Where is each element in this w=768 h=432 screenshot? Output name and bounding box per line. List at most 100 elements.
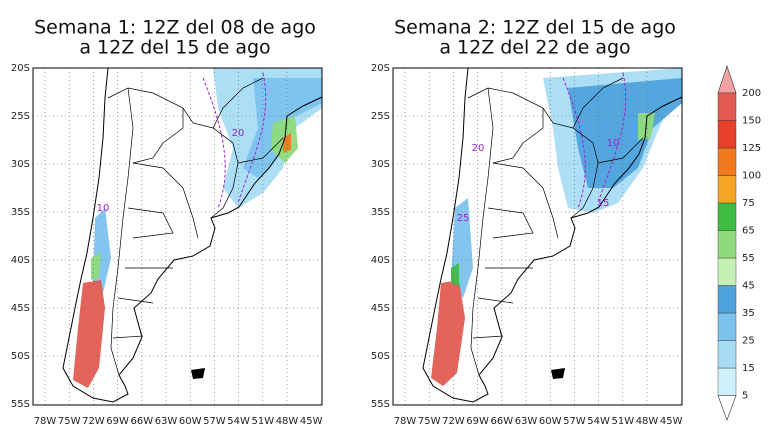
lon-label: 78W: [394, 416, 417, 427]
lon-label: 51W: [611, 416, 634, 427]
map-frame: [32, 67, 323, 406]
lon-label: 69W: [106, 416, 129, 427]
lon-label: 75W: [58, 416, 81, 427]
colorbar-label: 65: [742, 226, 755, 237]
border: [572, 77, 644, 164]
contour-label: 20: [232, 128, 245, 139]
lon-label: 63W: [155, 416, 178, 427]
lat-label: 20S: [371, 63, 390, 74]
lon-label: 72W: [82, 416, 105, 427]
lon-label: 54W: [587, 416, 610, 427]
lat-label: 50S: [11, 351, 30, 362]
colorbar-band: [717, 92, 737, 121]
lon-label: 57W: [203, 416, 226, 427]
lon-label: 63W: [515, 416, 538, 427]
lat-label: 30S: [11, 159, 30, 170]
contour: [562, 72, 627, 209]
coastline: [62, 67, 323, 403]
colorbar-band: [717, 202, 737, 231]
colorbar-band: [717, 120, 737, 149]
contour-label: 25: [457, 213, 470, 224]
lon-label: 66W: [490, 416, 513, 427]
border: [472, 207, 534, 339]
border: [112, 207, 174, 339]
colorbar-label: 15: [742, 363, 755, 374]
colorbar-label: 125: [742, 143, 761, 154]
panel-title: Semana 1: 12Z del 08 de ago: [34, 17, 316, 39]
lat-label: 35S: [371, 207, 390, 218]
falkland-islands: [551, 368, 565, 379]
contour-label: 15: [597, 198, 610, 209]
colorbar-label: 75: [742, 198, 755, 209]
lat-label: 55S: [11, 399, 30, 410]
colorbar-band: [717, 147, 737, 176]
border: [132, 162, 199, 239]
border: [212, 77, 284, 164]
border: [492, 108, 544, 164]
contour: [202, 72, 267, 209]
lat-label: 40S: [371, 255, 390, 266]
panel-title: Semana 2: 12Z del 15 de ago: [394, 17, 676, 39]
lat-label: 40S: [11, 255, 30, 266]
lon-label: 78W: [34, 416, 57, 427]
border: [132, 108, 184, 164]
lat-label: 25S: [371, 111, 390, 122]
colorbar-over: [717, 65, 737, 94]
lon-label: 66W: [130, 416, 153, 427]
coastline: [422, 67, 683, 403]
border: [110, 87, 134, 376]
lon-label: 48W: [636, 416, 659, 427]
colorbar-under: [717, 395, 737, 421]
contour-label: 10: [97, 203, 110, 214]
lat-label: 45S: [11, 303, 30, 314]
lon-label: 60W: [539, 416, 562, 427]
lat-label: 55S: [371, 399, 390, 410]
border: [492, 162, 559, 239]
lat-label: 30S: [371, 159, 390, 170]
map-panel: 20 10 25 15: [392, 67, 683, 406]
lon-label: 60W: [179, 416, 202, 427]
lat-label: 50S: [371, 351, 390, 362]
lon-label: 75W: [418, 416, 441, 427]
colorbar-band: [717, 312, 737, 341]
contour-label: 20: [472, 143, 485, 154]
contour-label: 10: [607, 138, 620, 149]
map-frame: [392, 67, 683, 406]
lon-label: 54W: [227, 416, 250, 427]
lon-label: 45W: [660, 416, 683, 427]
lat-label: 25S: [11, 111, 30, 122]
lon-label: 57W: [563, 416, 586, 427]
colorbar-label: 150: [742, 116, 761, 127]
colorbar-band: [717, 285, 737, 314]
precip-area: [568, 78, 682, 188]
lon-label: 45W: [300, 416, 323, 427]
falkland-islands: [191, 368, 205, 379]
border: [470, 87, 494, 376]
colorbar-label: 200: [742, 88, 761, 99]
lon-label: 72W: [442, 416, 465, 427]
precip-area: [73, 280, 105, 388]
lat-label: 45S: [371, 303, 390, 314]
lon-label: 69W: [466, 416, 489, 427]
panel-title: a 12Z del 15 de ago: [79, 37, 270, 59]
colorbar-label: 45: [742, 281, 755, 292]
colorbar-band: [717, 367, 737, 396]
lat-label: 20S: [11, 63, 30, 74]
precip-area: [431, 280, 465, 386]
colorbar-label: 35: [742, 308, 755, 319]
colorbar-label: 55: [742, 253, 755, 264]
colorbar-band: [717, 257, 737, 286]
colorbar-band: [717, 230, 737, 259]
lon-label: 48W: [276, 416, 299, 427]
colorbar-label: 25: [742, 336, 755, 347]
colorbar-band: [717, 340, 737, 369]
lat-label: 35S: [11, 207, 30, 218]
colorbar-label: 5: [742, 391, 748, 402]
panel-title: a 12Z del 22 de ago: [439, 37, 630, 59]
colorbar-band: [717, 175, 737, 204]
precip-area: [451, 263, 459, 286]
lon-label: 51W: [251, 416, 274, 427]
colorbar-label: 100: [742, 171, 761, 182]
